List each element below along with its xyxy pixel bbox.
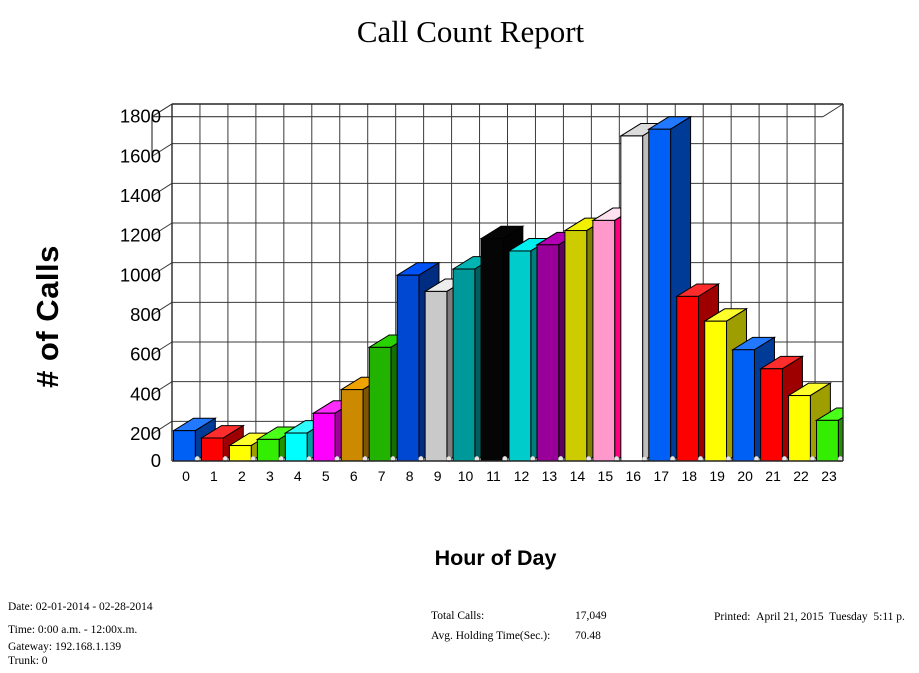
svg-text:19: 19 [709, 468, 725, 484]
svg-text:200: 200 [130, 423, 161, 444]
svg-text:21: 21 [765, 468, 781, 484]
svg-text:22: 22 [793, 468, 809, 484]
svg-text:0: 0 [151, 450, 161, 471]
svg-text:8: 8 [406, 468, 414, 484]
svg-text:7: 7 [378, 468, 386, 484]
svg-text:10: 10 [458, 468, 474, 484]
svg-text:1800: 1800 [120, 106, 161, 127]
svg-text:9: 9 [434, 468, 442, 484]
svg-text:14: 14 [570, 468, 586, 484]
svg-text:3: 3 [266, 468, 274, 484]
svg-text:15: 15 [598, 468, 614, 484]
svg-text:17: 17 [653, 468, 669, 484]
svg-text:6: 6 [350, 468, 358, 484]
svg-text:1400: 1400 [120, 185, 161, 206]
svg-text:400: 400 [130, 383, 161, 404]
svg-text:1000: 1000 [120, 264, 161, 285]
svg-text:13: 13 [542, 468, 558, 484]
svg-text:4: 4 [294, 468, 302, 484]
svg-text:5: 5 [322, 468, 330, 484]
svg-text:1200: 1200 [120, 225, 161, 246]
svg-text:2: 2 [238, 468, 246, 484]
svg-text:600: 600 [130, 344, 161, 365]
svg-text:1: 1 [210, 468, 218, 484]
svg-text:0: 0 [182, 468, 190, 484]
svg-text:20: 20 [737, 468, 753, 484]
svg-text:23: 23 [821, 468, 837, 484]
svg-text:11: 11 [486, 468, 501, 484]
svg-text:18: 18 [681, 468, 697, 484]
svg-text:16: 16 [626, 468, 642, 484]
svg-text:1600: 1600 [120, 145, 161, 166]
svg-text:12: 12 [514, 468, 530, 484]
svg-text:800: 800 [130, 304, 161, 325]
